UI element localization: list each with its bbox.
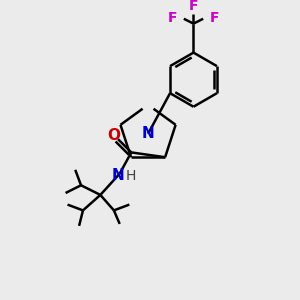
Text: F: F	[189, 0, 198, 13]
Text: N: N	[111, 168, 124, 183]
Text: F: F	[167, 11, 177, 25]
Text: N: N	[142, 126, 154, 141]
Text: O: O	[107, 128, 120, 142]
Text: H: H	[126, 169, 136, 183]
Text: F: F	[210, 11, 220, 25]
